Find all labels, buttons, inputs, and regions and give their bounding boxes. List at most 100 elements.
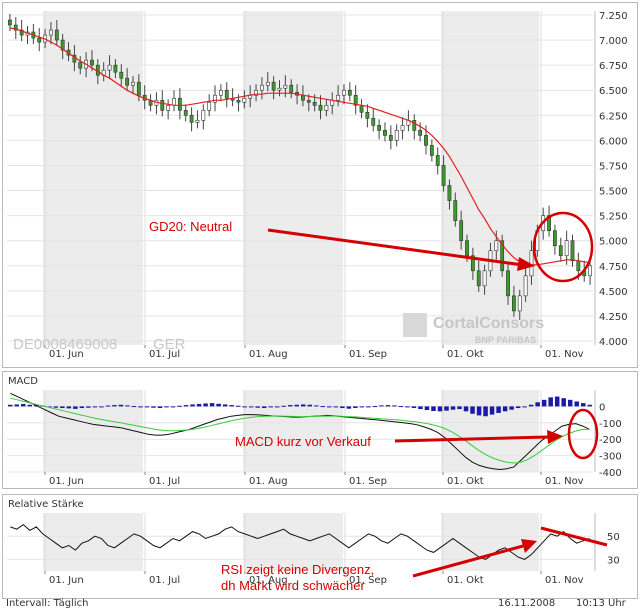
candle-body	[470, 255, 475, 272]
candle-body	[283, 84, 288, 89]
macd-histogram-bar	[561, 398, 566, 407]
macd-histogram-bar	[144, 406, 150, 408]
macd-histogram-bar	[190, 404, 195, 407]
y-tick-label: 6.500	[599, 86, 628, 97]
macd-histogram-bar	[47, 406, 52, 408]
macd-histogram-bar	[346, 406, 352, 409]
y-tick-label: 7.000	[599, 36, 628, 47]
macd-histogram-bar	[301, 404, 306, 407]
macd-histogram-bar	[502, 406, 508, 412]
macd-histogram-bar	[307, 404, 313, 407]
candle-body	[511, 295, 516, 312]
macd-chart: MACD 0 -100 -200 -300 -400 01. Jun 01. Jul 01.…	[7, 376, 622, 487]
macd-histogram-bar	[268, 406, 273, 408]
macd-histogram-bar	[86, 406, 91, 408]
candle-body	[482, 270, 487, 287]
candle-body	[177, 97, 182, 111]
macd-histogram-bar	[196, 403, 202, 407]
y-tick-label: 4.750	[599, 262, 628, 273]
y-tick-label: 5.250	[599, 212, 628, 223]
annotation-circle-price	[532, 211, 594, 283]
x-tick-label: 01. Aug	[249, 349, 288, 360]
interval-label: Intervall: Täglich	[6, 598, 89, 609]
macd-histogram-bar	[496, 406, 501, 413]
macd-histogram-bar	[118, 404, 124, 407]
macd-histogram-bar	[131, 406, 137, 408]
candle-body	[558, 245, 563, 257]
candle-body	[324, 104, 329, 111]
candle-body	[576, 260, 581, 272]
y-tick-label: 6.000	[599, 136, 628, 147]
macd-line	[10, 392, 590, 471]
annotation-arrowhead-gd20	[517, 257, 535, 271]
candle-body	[377, 125, 382, 131]
macd-histogram-bar	[470, 406, 475, 414]
candle-body	[189, 115, 194, 123]
y-tick-label: -300	[599, 452, 622, 463]
candle-body	[412, 120, 417, 131]
annotation-gd20: GD20: Neutral	[149, 219, 232, 234]
candle-body	[242, 97, 247, 103]
candle-body	[494, 240, 499, 252]
candle-body	[136, 81, 141, 96]
macd-histogram-bar	[157, 406, 163, 409]
macd-histogram-bar	[567, 399, 573, 407]
annotation-circle-macd	[567, 408, 599, 460]
macd-histogram-bar	[222, 404, 228, 407]
macd-histogram-bar	[60, 406, 65, 409]
candle-body	[465, 240, 469, 257]
y-tick-label: 5.500	[599, 187, 628, 198]
candle-body	[517, 295, 522, 312]
candle-body	[207, 101, 212, 111]
footer-date: 16.11.2008	[498, 598, 556, 609]
annotation-rsi-line1: RSI zeigt keine Divergenz,	[221, 562, 374, 577]
y-tick-label: 5.750	[599, 161, 628, 172]
candle-body	[359, 104, 364, 113]
macd-histogram-bar	[99, 406, 104, 408]
exchange-label: GER	[153, 336, 186, 353]
y-tick-label: 0	[599, 402, 605, 413]
candle-body	[8, 19, 12, 26]
x-tick-label: 01. Aug	[249, 476, 288, 487]
candle-body	[60, 39, 65, 51]
macd-histogram-bar	[274, 406, 280, 408]
macd-histogram-bar	[53, 406, 59, 408]
macd-histogram-bar	[203, 403, 208, 407]
candle-body	[371, 118, 376, 126]
y-tick-label: 50	[607, 532, 620, 543]
y-tick-label: 4.000	[599, 337, 628, 348]
macd-histogram-bar	[73, 406, 78, 409]
candle-body	[236, 99, 241, 103]
macd-histogram-bar	[92, 406, 98, 408]
annotation-arrowhead-rsi-up	[521, 539, 537, 553]
candle-body	[424, 135, 428, 146]
candle-body	[271, 81, 276, 91]
candle-body	[447, 185, 452, 201]
macd-histogram-bar	[509, 406, 514, 410]
y-tick-label: 6.250	[599, 111, 628, 122]
macd-histogram-bar	[379, 405, 384, 407]
candle-body	[54, 29, 59, 41]
macd-histogram-bar	[359, 406, 365, 408]
candle-body	[365, 111, 370, 119]
candle-body	[113, 64, 118, 73]
annotation-arrow-rsi-down	[540, 526, 608, 547]
candle-body	[201, 109, 206, 121]
candle-body	[312, 101, 317, 106]
candle-body	[506, 270, 510, 297]
x-tick-label: 01. Jun	[49, 575, 84, 586]
candle-body	[13, 24, 18, 31]
candle-body	[400, 125, 405, 131]
macd-histogram-bar	[333, 406, 339, 408]
annotation-arrow-macd	[394, 435, 549, 443]
candle-body	[347, 89, 352, 96]
x-tick-label: 01. Aug	[249, 575, 288, 586]
candle-body	[523, 275, 528, 297]
macd-histogram-bar	[366, 406, 371, 408]
candle-body	[260, 84, 264, 91]
month-shade	[441, 390, 539, 472]
macd-histogram-bar	[554, 396, 560, 407]
macd-histogram-bar	[528, 404, 534, 407]
x-tick-label: 01. Okt	[447, 575, 484, 586]
candle-body	[19, 29, 24, 36]
